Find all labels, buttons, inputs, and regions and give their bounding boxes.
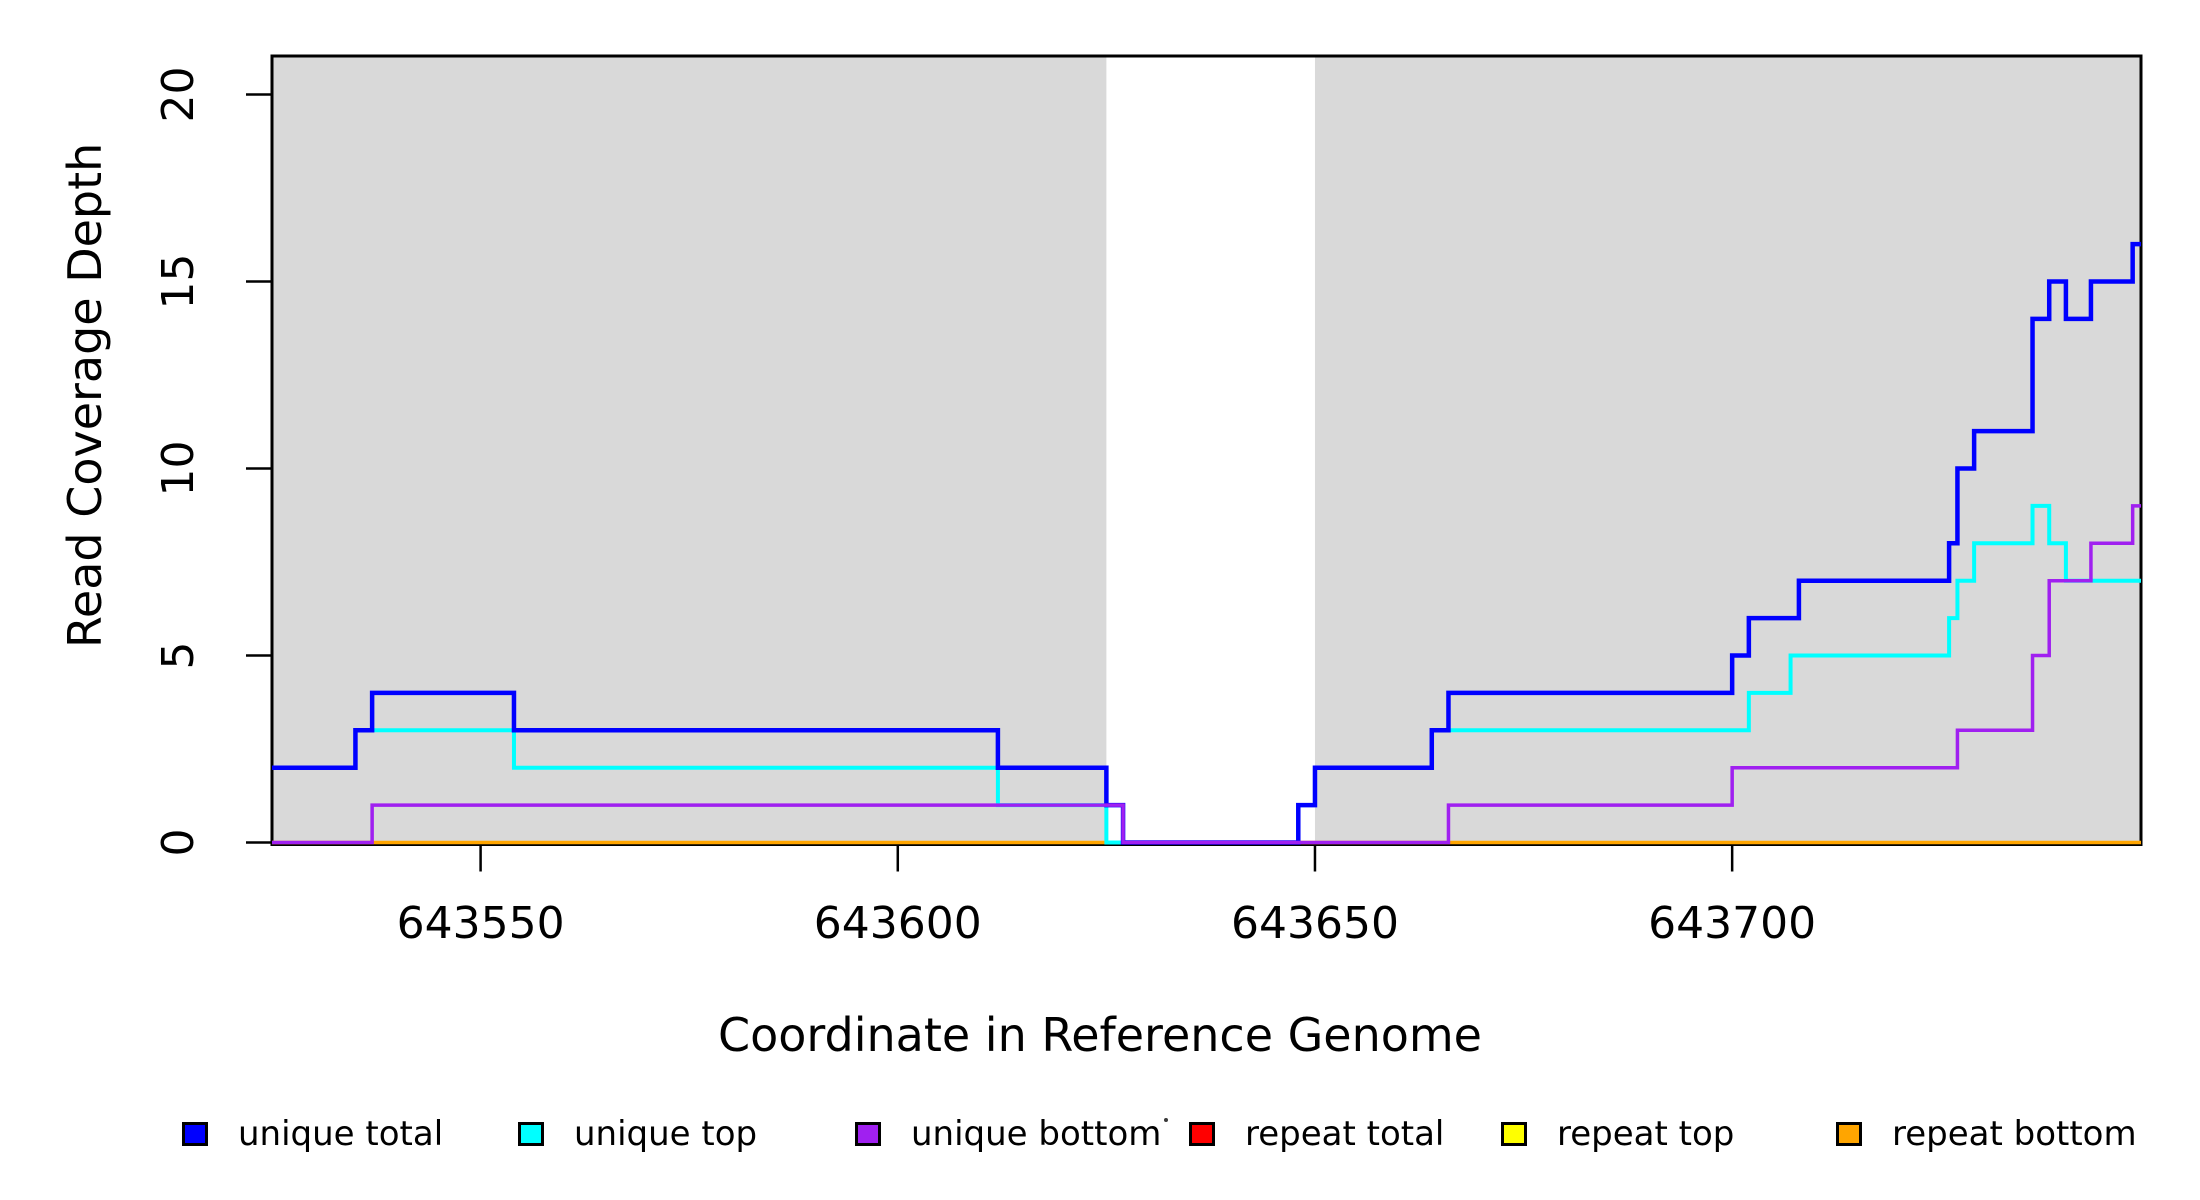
x-tick-label: 643650 (1231, 898, 1399, 949)
legend-swatch-repeat-total (1189, 1122, 1215, 1146)
legend-label: repeat bottom (1892, 1114, 2137, 1154)
x-axis-title: Coordinate in Reference Genome (718, 1008, 1482, 1062)
legend-swatch-repeat-top (1501, 1122, 1527, 1146)
legend-swatch-repeat-bottom (1836, 1122, 1862, 1146)
legend-item-unique-top: unique top (518, 1117, 757, 1151)
series-line-unique-total (272, 241, 2141, 845)
legend-item-unique-bottom: unique bottom (855, 1117, 1161, 1151)
x-tick-label: 643550 (397, 898, 565, 949)
legend-item-unique-total: unique total (182, 1117, 443, 1151)
shaded-region-1 (1314, 57, 2141, 843)
legend-label: unique total (238, 1114, 444, 1154)
x-tick-label: 643600 (814, 898, 982, 949)
legend-swatch-unique-bottom (855, 1122, 881, 1146)
legend-swatch-unique-top (518, 1122, 544, 1146)
legend-label: repeat top (1557, 1114, 1735, 1154)
y-tick-label: 20 (153, 67, 204, 123)
legend-label: unique top (574, 1114, 758, 1154)
series-line-unique-top (272, 503, 2141, 845)
legend-label: repeat total (1245, 1114, 1445, 1154)
y-tick-label: 5 (153, 642, 204, 670)
x-tick-label: 643700 (1648, 898, 1816, 949)
legend-item-repeat-total: repeat total (1189, 1117, 1444, 1151)
legend-item-repeat-top: repeat top (1501, 1117, 1734, 1151)
legend-swatch-unique-total (182, 1122, 208, 1146)
y-tick-label: 15 (153, 254, 204, 310)
y-axis-title: Read Coverage Depth (58, 142, 112, 648)
y-tick-label: 10 (153, 441, 204, 497)
shaded-region-0 (272, 57, 1107, 843)
legend-label: unique bottom (911, 1114, 1162, 1154)
stray-dot-artifact (1164, 1118, 1168, 1122)
legend-item-repeat-bottom: repeat bottom (1836, 1117, 2137, 1151)
series-line-unique-bottom (272, 504, 2141, 845)
y-tick-label: 0 (153, 829, 204, 857)
